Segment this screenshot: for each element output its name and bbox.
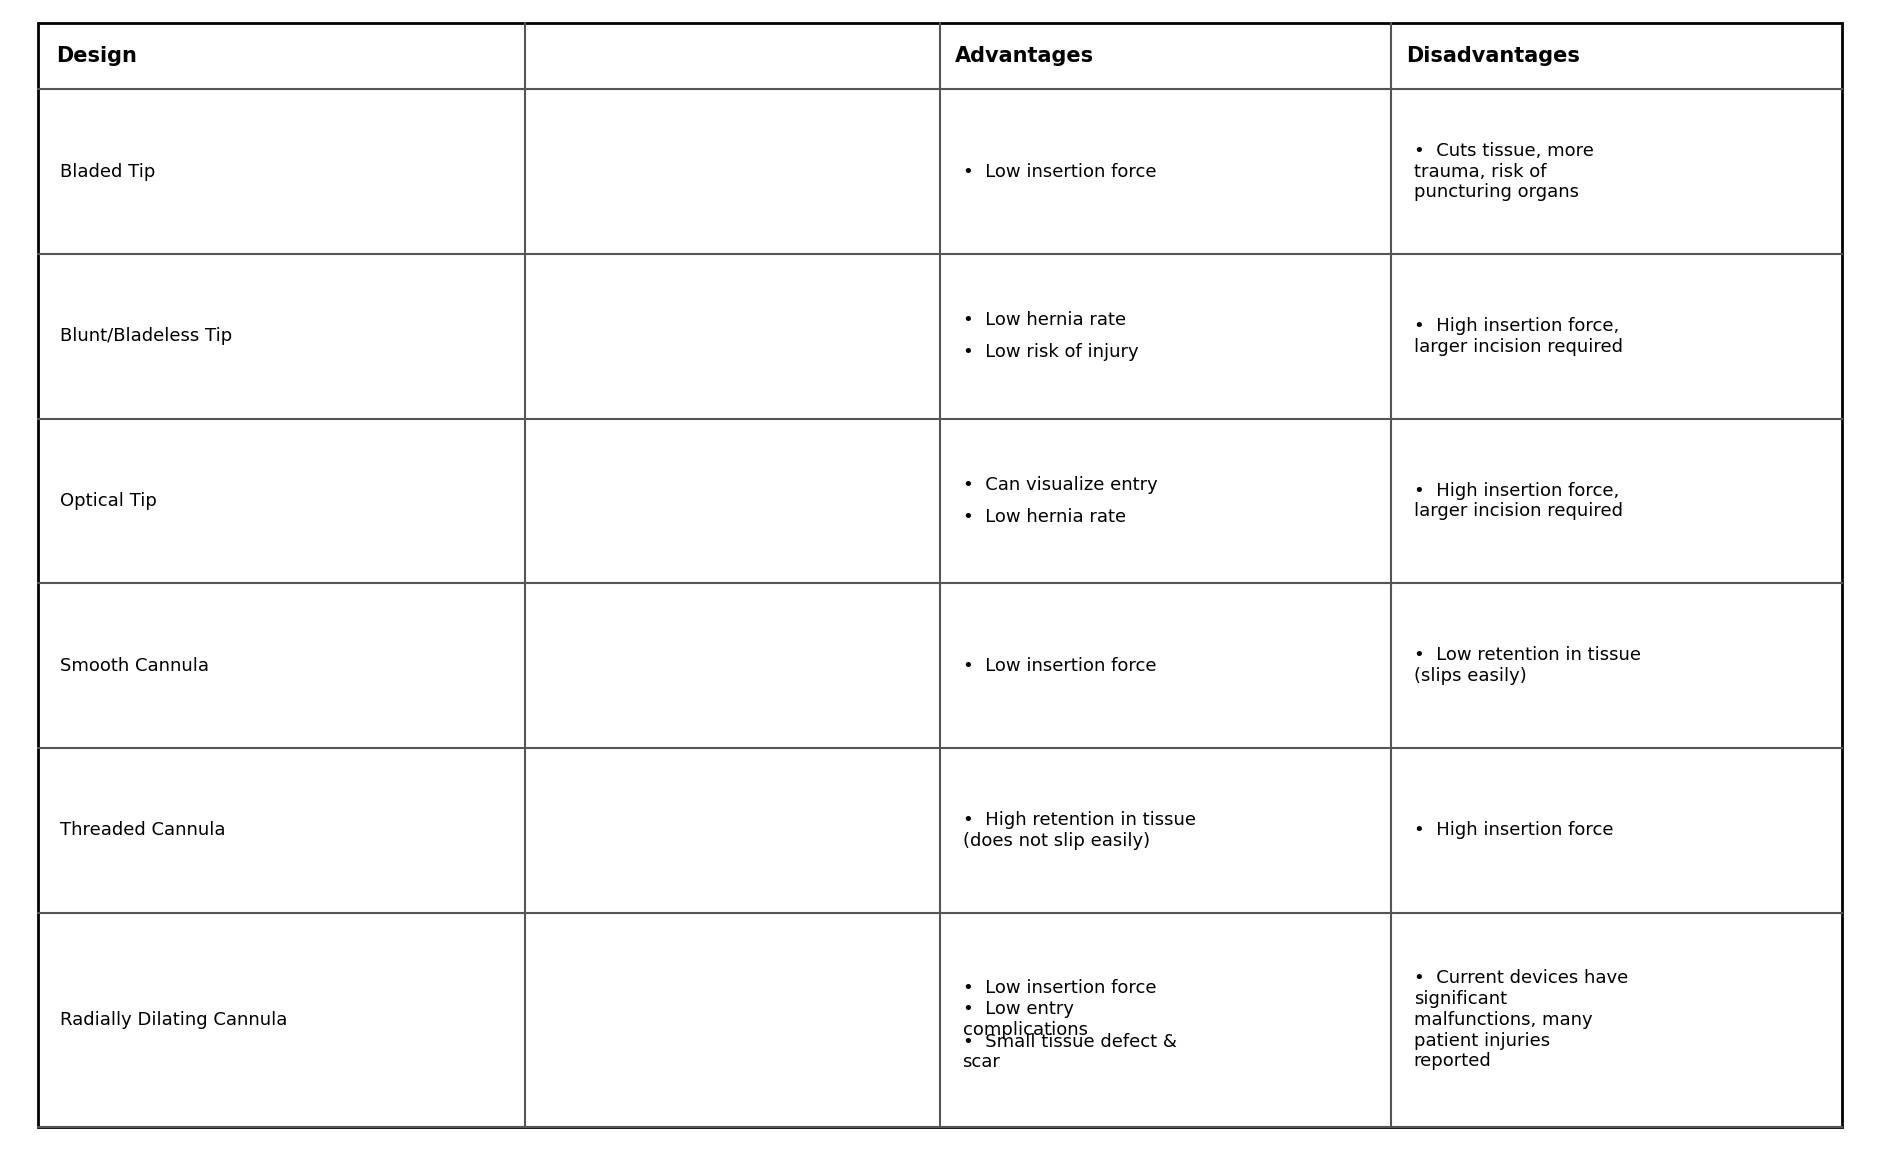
- Text: Bladed Tip: Bladed Tip: [60, 162, 156, 181]
- Text: Blunt/Bladeless Tip: Blunt/Bladeless Tip: [60, 328, 233, 345]
- Text: •  Low hernia rate: • Low hernia rate: [963, 312, 1126, 329]
- Text: •  High insertion force,
larger incision required: • High insertion force, larger incision …: [1414, 482, 1622, 521]
- Text: Optical Tip: Optical Tip: [60, 492, 158, 509]
- Text: •  High insertion force,
larger incision required: • High insertion force, larger incision …: [1414, 317, 1622, 355]
- Text: •  Low hernia rate: • Low hernia rate: [963, 508, 1126, 526]
- Text: Disadvantages: Disadvantages: [1406, 46, 1579, 66]
- Text: •  Low entry
complications: • Low entry complications: [963, 1000, 1087, 1040]
- Text: •  Can visualize entry: • Can visualize entry: [963, 476, 1158, 493]
- Text: •  High insertion force: • High insertion force: [1414, 821, 1613, 839]
- Text: Design: Design: [56, 46, 137, 66]
- Text: •  Low insertion force: • Low insertion force: [963, 162, 1156, 181]
- Text: Smooth Cannula: Smooth Cannula: [60, 657, 209, 675]
- Text: •  Low insertion force: • Low insertion force: [963, 657, 1156, 675]
- Text: •  Low retention in tissue
(slips easily): • Low retention in tissue (slips easily): [1414, 646, 1641, 685]
- Text: •  Small tissue defect &
scar: • Small tissue defect & scar: [963, 1033, 1177, 1072]
- Text: •  Low risk of injury: • Low risk of injury: [963, 344, 1137, 361]
- Text: •  High retention in tissue
(does not slip easily): • High retention in tissue (does not sli…: [963, 811, 1196, 850]
- Text: •  Cuts tissue, more
trauma, risk of
puncturing organs: • Cuts tissue, more trauma, risk of punc…: [1414, 141, 1594, 201]
- Text: Threaded Cannula: Threaded Cannula: [60, 821, 226, 839]
- Text: •  Low insertion force: • Low insertion force: [963, 979, 1156, 997]
- Text: Advantages: Advantages: [955, 46, 1094, 66]
- Text: Radially Dilating Cannula: Radially Dilating Cannula: [60, 1011, 288, 1029]
- Text: •  Current devices have
significant
malfunctions, many
patient injuries
reported: • Current devices have significant malfu…: [1414, 969, 1628, 1071]
